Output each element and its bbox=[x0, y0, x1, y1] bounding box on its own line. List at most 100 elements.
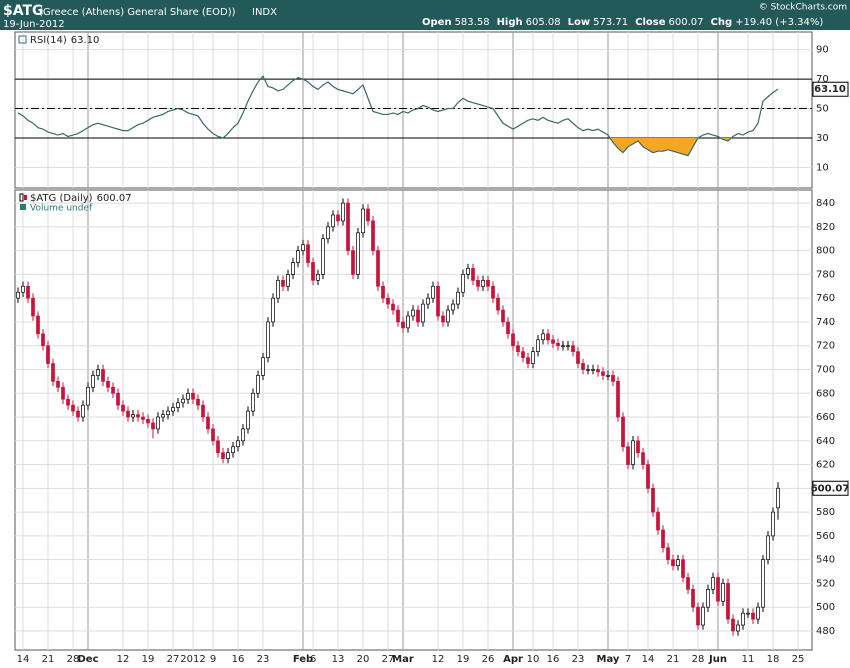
legend-icon bbox=[18, 35, 27, 44]
candle-body bbox=[126, 410, 130, 418]
x-tick-label: 23 bbox=[257, 654, 270, 665]
candle-body bbox=[261, 357, 265, 376]
y-tick-label: 10 bbox=[816, 162, 829, 173]
y-tick-label: 800 bbox=[816, 246, 835, 257]
rsi-tag: 63.10 bbox=[814, 84, 846, 95]
rsi-tag-box bbox=[812, 81, 849, 97]
x-tick-label: 13 bbox=[332, 654, 345, 665]
candle-body bbox=[461, 274, 465, 293]
candle-body bbox=[396, 309, 400, 323]
candle-body bbox=[351, 250, 355, 275]
x-tick-label: 16 bbox=[547, 654, 560, 665]
x-tick-label: Dec bbox=[77, 654, 98, 665]
candle-body bbox=[331, 214, 335, 228]
candle-body bbox=[761, 559, 765, 608]
x-tick-label: 26 bbox=[482, 654, 495, 665]
candle-body bbox=[356, 232, 360, 275]
candle-body bbox=[246, 410, 250, 430]
candle-body bbox=[601, 371, 605, 376]
x-tick-label: Feb bbox=[293, 654, 313, 665]
exchange: INDX bbox=[252, 7, 277, 18]
candle-body bbox=[26, 285, 30, 299]
candle-body bbox=[361, 208, 365, 234]
candle-body bbox=[311, 262, 315, 281]
price-legend: $ATG (Daily) 600.07 bbox=[30, 193, 132, 204]
candle-body bbox=[471, 268, 475, 281]
candle-body bbox=[711, 577, 715, 590]
quote-label: Open bbox=[422, 17, 452, 28]
candle-body bbox=[696, 606, 700, 626]
candle-body bbox=[576, 351, 580, 364]
x-tick-label: 18 bbox=[767, 654, 780, 665]
candle-body bbox=[401, 321, 405, 329]
candle-body bbox=[756, 606, 760, 620]
candle-body bbox=[131, 414, 135, 418]
date: 19-Jun-2012 bbox=[3, 19, 65, 30]
candle-body bbox=[481, 279, 485, 287]
y-tick-label: 90 bbox=[816, 45, 829, 56]
candle-body bbox=[421, 303, 425, 323]
x-tick-label: 14 bbox=[642, 654, 655, 665]
candle-body bbox=[321, 238, 325, 275]
candle-body bbox=[616, 381, 620, 418]
quote-value: 583.58 bbox=[455, 17, 490, 28]
candle-body bbox=[636, 440, 640, 454]
candle-body bbox=[706, 589, 710, 608]
x-tick-label: 2012 bbox=[180, 654, 205, 665]
rsi-line bbox=[17, 75, 779, 157]
candle-body bbox=[336, 214, 340, 222]
candle-body bbox=[551, 339, 555, 344]
price-tag-box bbox=[812, 480, 849, 496]
candle-body bbox=[51, 363, 55, 382]
candle-body bbox=[376, 250, 380, 287]
candle-body bbox=[66, 398, 70, 406]
candle-body bbox=[591, 369, 595, 371]
x-tick-label: 23 bbox=[572, 654, 585, 665]
candle-body bbox=[306, 244, 310, 263]
x-tick-label: 28 bbox=[67, 654, 80, 665]
candle-body bbox=[746, 612, 750, 615]
candle-body bbox=[271, 297, 275, 323]
x-tick-label: 27 bbox=[167, 654, 180, 665]
candle-body bbox=[371, 220, 375, 251]
candle-body bbox=[366, 208, 370, 222]
x-tick-label: Jun bbox=[708, 654, 727, 665]
candle-body bbox=[156, 416, 160, 430]
candle-body bbox=[556, 342, 560, 347]
candle-body bbox=[721, 583, 725, 602]
candle-body bbox=[101, 369, 105, 382]
quote-value: 573.71 bbox=[593, 17, 628, 28]
candle-body bbox=[381, 285, 385, 299]
candle-body bbox=[346, 202, 350, 251]
y-tick-label: 820 bbox=[816, 222, 835, 233]
x-tick-label: 12 bbox=[117, 654, 130, 665]
candle-body bbox=[561, 345, 565, 348]
y-tick-label: 520 bbox=[816, 578, 835, 589]
candle-body bbox=[186, 392, 190, 400]
y-tick-label: 620 bbox=[816, 460, 835, 471]
x-tick-label: 19 bbox=[457, 654, 470, 665]
candle-body bbox=[661, 529, 665, 549]
candle-body bbox=[206, 416, 210, 430]
y-tick-label: 700 bbox=[816, 364, 835, 375]
x-tick-label: 7 bbox=[625, 654, 631, 665]
candle-body bbox=[466, 268, 470, 275]
quote: Open 583.58 High 605.08 Low 573.71 Close 600.07… bbox=[422, 17, 823, 28]
y-tick-label: 480 bbox=[816, 626, 835, 637]
candle-body bbox=[686, 577, 690, 590]
y-tick-label: 30 bbox=[816, 133, 829, 144]
candle-body bbox=[211, 428, 215, 442]
candle-body bbox=[16, 291, 20, 299]
candle-body bbox=[666, 547, 670, 561]
candle-body bbox=[86, 386, 90, 406]
candle-body bbox=[386, 297, 390, 305]
candle-body bbox=[296, 250, 300, 263]
y-tick-label: 50 bbox=[816, 104, 829, 115]
candle-body bbox=[771, 511, 775, 537]
candle-body bbox=[166, 410, 170, 416]
candle-body bbox=[451, 303, 455, 311]
quote-value: 605.08 bbox=[526, 17, 561, 28]
candle-body bbox=[676, 559, 680, 566]
x-tick-label: 14 bbox=[17, 654, 30, 665]
